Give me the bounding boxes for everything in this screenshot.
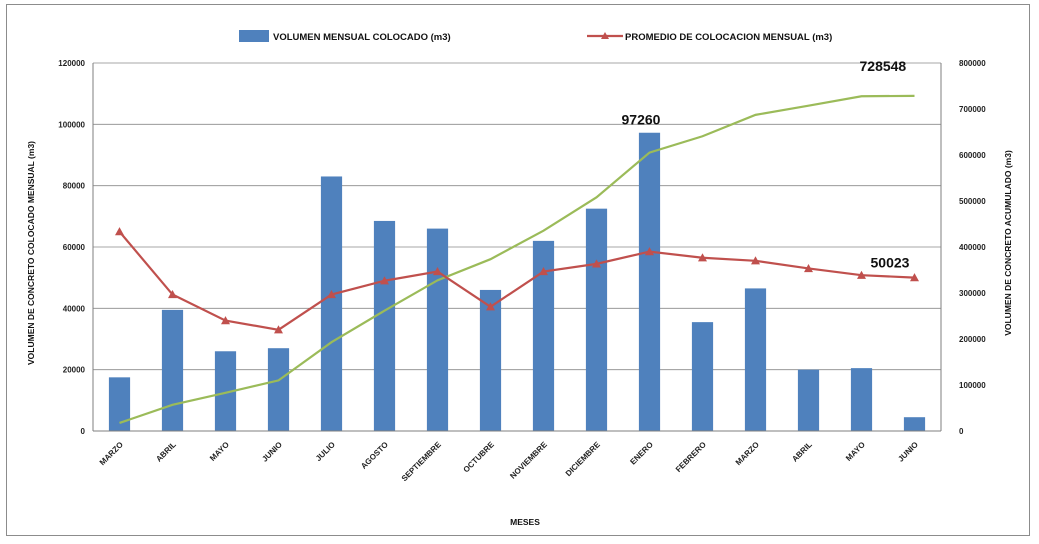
y-axis-title: VOLUMEN DE CONCRETO COLOCADO MENSUAL (m3… bbox=[26, 141, 36, 365]
y2-axis-title: VOLUMEN DE CONCRETO ACUMULADO (m3) bbox=[1003, 150, 1013, 336]
y-tick-label: 100000 bbox=[58, 120, 85, 129]
y2-tick-label: 300000 bbox=[959, 289, 986, 298]
y-tick-label: 80000 bbox=[63, 182, 86, 191]
data-label: 97260 bbox=[622, 112, 661, 128]
right-axis-ticks: 0 100000 200000 300000 400000 500000 600000 700… bbox=[959, 59, 986, 436]
x-axis-ticks: MARZO ABRIL MAYO JUNIO JULIO AGOSTO SEPTIEMBRE… bbox=[98, 440, 920, 484]
average-marker bbox=[486, 302, 495, 311]
line-series bbox=[115, 94, 919, 424]
left-axis-ticks: 0 20000 40000 60000 80000 100000 120000 bbox=[58, 59, 85, 436]
average-marker bbox=[645, 247, 654, 256]
y2-tick-label: 400000 bbox=[959, 243, 986, 252]
y2-tick-label: 500000 bbox=[959, 197, 986, 206]
x-tick-label: MAYO bbox=[208, 440, 231, 463]
x-axis-title: MESES bbox=[510, 517, 540, 527]
average-marker bbox=[592, 259, 601, 268]
axes bbox=[92, 63, 942, 432]
bar bbox=[532, 240, 555, 431]
y2-tick-label: 0 bbox=[959, 427, 964, 436]
y2-tick-label: 200000 bbox=[959, 335, 986, 344]
bar bbox=[108, 377, 131, 431]
bar bbox=[903, 417, 926, 431]
bar bbox=[850, 368, 873, 431]
x-tick-label: MARZO bbox=[734, 440, 761, 467]
average-marker bbox=[221, 316, 230, 325]
x-tick-label: AGOSTO bbox=[359, 440, 390, 471]
bar bbox=[426, 228, 449, 431]
y2-tick-label: 700000 bbox=[959, 105, 986, 114]
x-tick-label: OCTUBRE bbox=[462, 440, 497, 475]
average-marker bbox=[433, 267, 442, 276]
legend-line-marker bbox=[601, 32, 609, 39]
x-tick-label: JULIO bbox=[314, 440, 337, 463]
x-tick-label: NOVIEMBRE bbox=[508, 440, 549, 481]
y-tick-label: 20000 bbox=[63, 366, 86, 375]
bar bbox=[744, 288, 767, 431]
bar bbox=[214, 351, 237, 431]
x-tick-label: JUNIO bbox=[896, 440, 920, 464]
annotations: 97260 728548 50023 bbox=[622, 58, 910, 270]
y-tick-label: 120000 bbox=[58, 59, 85, 68]
x-tick-label: ABRIL bbox=[790, 440, 814, 464]
data-label: 728548 bbox=[860, 58, 907, 74]
combo-chart: 0 20000 40000 60000 80000 100000 120000 0 10000… bbox=[26, 30, 1013, 527]
y-tick-label: 0 bbox=[81, 427, 86, 436]
y2-tick-label: 100000 bbox=[959, 381, 986, 390]
bar bbox=[638, 132, 661, 431]
average-marker bbox=[698, 253, 707, 262]
bar bbox=[267, 348, 290, 431]
x-tick-label: MARZO bbox=[98, 440, 125, 467]
average-marker bbox=[274, 325, 283, 334]
bar bbox=[320, 176, 343, 431]
legend-bar-label: VOLUMEN MENSUAL COLOCADO (m3) bbox=[273, 32, 451, 43]
chart-frame: 0 20000 40000 60000 80000 100000 120000 0 10000… bbox=[6, 4, 1030, 536]
average-marker bbox=[380, 276, 389, 285]
average-marker bbox=[804, 263, 813, 273]
x-tick-label: SEPTIEMBRE bbox=[400, 440, 444, 484]
bar-series bbox=[108, 132, 926, 431]
x-tick-label: ENERO bbox=[628, 440, 654, 466]
average-marker bbox=[327, 290, 336, 299]
average-line bbox=[118, 230, 915, 331]
x-tick-label: JUNIO bbox=[260, 440, 284, 464]
average-marker bbox=[115, 227, 124, 236]
gridlines bbox=[93, 62, 941, 371]
x-tick-label: DICIEMBRE bbox=[564, 440, 603, 479]
bar bbox=[585, 208, 608, 431]
average-marker bbox=[857, 270, 866, 279]
bar bbox=[161, 309, 184, 431]
y2-tick-label: 800000 bbox=[959, 59, 986, 68]
average-marker bbox=[910, 273, 919, 282]
x-tick-label: ABRIL bbox=[154, 440, 178, 464]
legend: VOLUMEN MENSUAL COLOCADO (m3) PROMEDIO DE… bbox=[239, 30, 832, 43]
bar bbox=[797, 369, 820, 431]
cumulative-line bbox=[119, 94, 915, 424]
y-tick-label: 40000 bbox=[63, 304, 86, 313]
x-tick-label: FEBRERO bbox=[674, 440, 708, 474]
bar bbox=[479, 289, 502, 431]
bar bbox=[373, 220, 396, 431]
legend-bar-swatch bbox=[239, 30, 269, 42]
legend-line-label: PROMEDIO DE COLOCACION MENSUAL (m3) bbox=[625, 32, 832, 43]
y-tick-label: 60000 bbox=[63, 243, 86, 252]
bar bbox=[691, 322, 714, 431]
average-marker bbox=[539, 267, 548, 276]
data-label: 50023 bbox=[871, 255, 910, 271]
average-marker bbox=[751, 256, 760, 265]
average-marker bbox=[168, 290, 177, 299]
x-tick-label: MAYO bbox=[844, 440, 867, 463]
y2-tick-label: 600000 bbox=[959, 151, 986, 160]
